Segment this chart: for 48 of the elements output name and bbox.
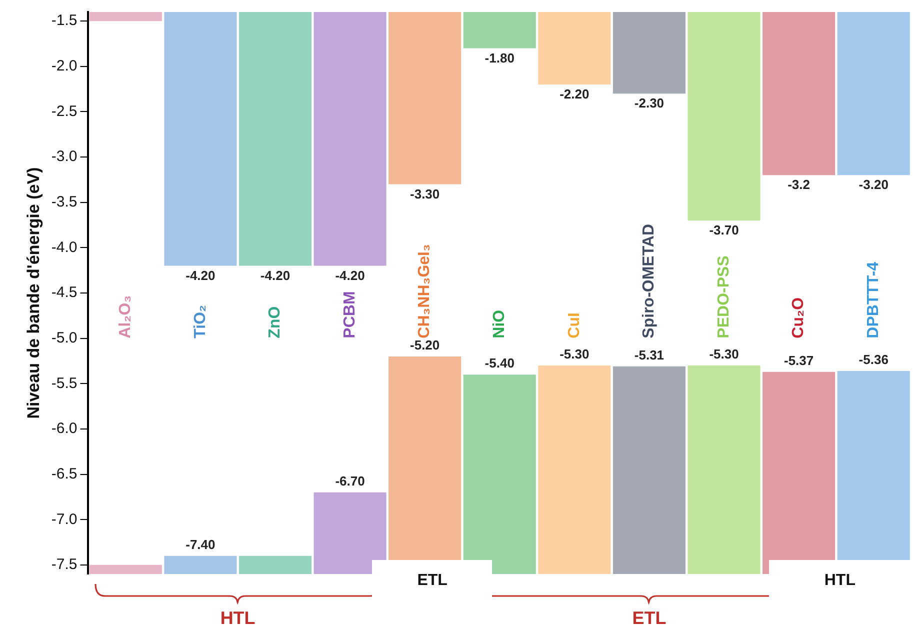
y-tick-label: -4.0: [51, 238, 78, 256]
data-label: -3.30: [410, 186, 440, 202]
data-label: -4.20: [186, 268, 216, 283]
y-tick-label: -5.0: [51, 329, 78, 346]
data-label: -5.30: [560, 346, 590, 362]
y-axis-title: Niveau de bande d'énergie (eV): [24, 167, 43, 419]
data-label: -3.20: [858, 177, 888, 192]
x-tick-label: ZnO: [266, 306, 284, 338]
data-label: -7.40: [186, 536, 216, 552]
data-label: -3.2: [788, 177, 810, 192]
y-tick-label: -3.5: [51, 193, 78, 210]
x-tick-label: NiO: [491, 310, 508, 338]
y-tick-label: -4.5: [51, 284, 78, 302]
y-tick-label: -6.0: [51, 420, 78, 438]
data-label: -2.30: [634, 96, 664, 111]
x-tick-label: PEDO-PSS: [715, 255, 732, 338]
y-tick-label: -7.0: [51, 510, 78, 528]
data-label: -5.36: [858, 352, 888, 368]
x-tick-label: DPBTTT-4: [865, 262, 882, 338]
x-tick-label: Al₂O₃: [117, 295, 134, 338]
data-label: -5.31: [634, 348, 664, 362]
data-label: -5.40: [484, 356, 514, 371]
y-tick-label: -6.5: [51, 465, 78, 482]
annotation: HTL: [823, 571, 856, 591]
data-label: -5.37: [784, 352, 814, 368]
data-label: -3.70: [709, 222, 739, 238]
data-label: -2.20: [560, 86, 590, 102]
data-label: -4.20: [335, 268, 365, 283]
y-tick-label: -2.5: [51, 102, 78, 120]
y-tick-label: -3.0: [51, 148, 78, 166]
data-label: -5.20: [410, 338, 440, 353]
data-label: -6.70: [335, 473, 365, 488]
data-label: -4.20: [260, 268, 290, 283]
x-tick-label: CuI: [566, 312, 583, 338]
x-tick-label: Cu₂O: [790, 297, 808, 338]
y-tick-label: -7.5: [51, 556, 78, 574]
annotation: ETL: [416, 571, 448, 591]
y-tick-label: -5.5: [51, 374, 78, 392]
y-tick-label: -2.0: [51, 58, 78, 75]
text: ETL: [631, 608, 668, 628]
y-tick-label: -1.5: [51, 12, 78, 30]
x-tick-label: TiO₂: [192, 304, 209, 338]
x-tick-label: CH₃NH₃GeI₃: [416, 244, 434, 338]
x-tick-label: Spiro-OMETAD: [640, 224, 658, 338]
data-label: -1.80: [484, 50, 514, 66]
data-label: -5.30: [709, 346, 739, 362]
x-tick-label: PCBM: [341, 291, 358, 338]
text: HTL: [219, 608, 256, 628]
